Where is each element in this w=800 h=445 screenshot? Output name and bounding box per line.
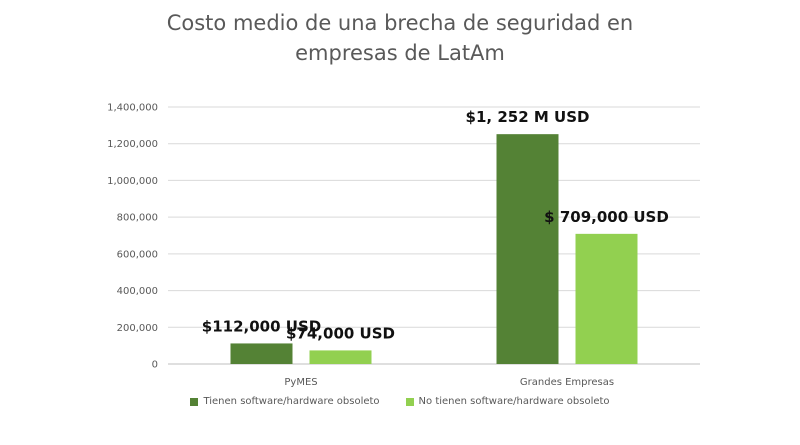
chart-title: Costo medio de una brecha de seguridad e…: [0, 8, 800, 68]
data-label: $1, 252 M USD: [466, 108, 590, 126]
y-tick-label: 400,000: [117, 286, 158, 297]
y-tick-label: 1,400,000: [107, 103, 158, 114]
y-tick-label: 1,200,000: [107, 139, 158, 150]
chart-title-line-1: Costo medio de una brecha de seguridad e…: [166, 11, 634, 35]
y-tick-label: 0: [152, 360, 158, 371]
y-tick-label: 1,000,000: [107, 176, 158, 187]
x-category-label: Grandes Empresas: [520, 377, 614, 388]
data-label: $ 709,000 USD: [544, 208, 669, 226]
data-label: $74,000 USD: [286, 324, 395, 342]
legend-swatch-series-1: [190, 397, 199, 406]
legend-item-series-1: Tienen software/hardware obsoleto: [190, 396, 380, 407]
bar: [230, 343, 293, 364]
y-tick-label: 800,000: [117, 213, 158, 224]
y-tick-label: 200,000: [117, 323, 158, 334]
bar: [496, 134, 559, 364]
chart-title-line-2: empresas de LatAm: [295, 41, 505, 65]
legend-swatch-series-2: [405, 397, 414, 406]
bar: [309, 350, 372, 364]
x-category-label: PyMES: [284, 377, 317, 388]
legend: Tienen software/hardware obsoleto No tie…: [0, 396, 800, 407]
y-tick-label: 600,000: [117, 249, 158, 260]
legend-label-series-1: Tienen software/hardware obsoleto: [203, 396, 380, 407]
legend-label-series-2: No tienen software/hardware obsoleto: [418, 396, 610, 407]
bar: [575, 233, 638, 364]
legend-item-series-2: No tienen software/hardware obsoleto: [405, 396, 610, 407]
data-label: $112,000 USD: [202, 317, 321, 335]
